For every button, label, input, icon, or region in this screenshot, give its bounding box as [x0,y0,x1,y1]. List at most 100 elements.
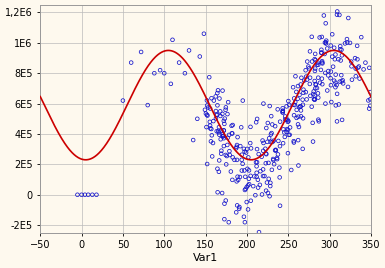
Point [246,182,252,186]
Point [237,175,243,179]
Point [310,92,316,96]
Point [241,147,247,151]
Point [239,162,246,166]
Point [312,98,318,102]
Point [261,174,268,178]
Point [233,146,239,150]
Point [226,149,233,153]
Point [280,110,286,115]
Point [241,150,248,154]
Point [293,90,300,94]
Point [334,92,340,96]
Point [231,158,238,162]
Point [257,183,263,187]
Point [251,174,258,178]
Point [300,116,306,120]
Point [219,88,226,93]
Point [303,90,309,94]
Point [74,193,80,197]
Point [316,119,322,124]
Point [203,125,209,129]
Point [216,130,222,135]
Point [318,50,325,55]
Point [227,153,233,157]
Point [204,98,210,103]
Point [319,35,325,39]
Point [292,100,298,104]
Point [312,66,318,71]
Point [219,132,226,137]
Point [190,138,196,142]
Point [151,71,157,75]
Point [336,13,343,17]
Point [367,103,373,108]
Point [223,153,229,157]
Point [244,147,250,151]
Point [282,114,288,118]
Point [269,168,275,172]
Point [263,151,269,156]
Point [270,158,276,162]
Point [304,77,310,82]
Point [311,97,318,101]
Point [286,133,292,137]
Point [356,64,362,69]
Point [209,133,215,137]
Point [324,88,330,93]
Point [296,105,302,109]
Point [339,53,345,57]
Point [366,106,372,111]
Point [94,193,100,197]
Point [338,73,344,77]
Point [360,67,367,72]
Point [310,121,316,125]
Point [328,69,334,74]
Point [244,200,250,204]
Point [313,82,319,86]
Point [234,135,241,139]
Point [221,128,227,132]
Point [295,97,301,101]
Point [338,58,344,63]
Point [322,71,328,75]
Point [208,139,214,143]
Point [259,155,265,159]
Point [275,139,281,143]
Point [128,61,134,65]
Point [298,76,305,80]
Point [323,21,329,25]
Point [328,76,334,80]
Point [311,93,318,98]
Point [120,98,126,103]
Point [214,167,221,171]
Point [323,40,329,44]
Point [280,106,286,110]
Point [332,57,338,61]
Point [340,81,346,85]
Point [260,102,266,106]
Point [229,131,235,136]
Point [315,118,321,122]
Point [207,126,213,131]
Point [362,61,368,65]
Point [244,167,251,171]
Point [291,140,297,145]
Point [254,117,260,121]
Point [271,139,277,143]
Point [254,175,260,179]
Point [311,57,318,61]
Point [272,148,278,152]
Point [263,152,270,156]
Point [348,64,355,68]
Point [309,105,315,109]
Point [367,90,373,94]
Point [267,104,273,108]
Point [324,46,330,51]
Point [85,193,91,197]
Point [267,184,273,188]
Point [333,83,340,87]
Point [307,49,313,54]
Point [268,132,274,137]
Point [253,164,259,169]
Point [295,114,301,119]
